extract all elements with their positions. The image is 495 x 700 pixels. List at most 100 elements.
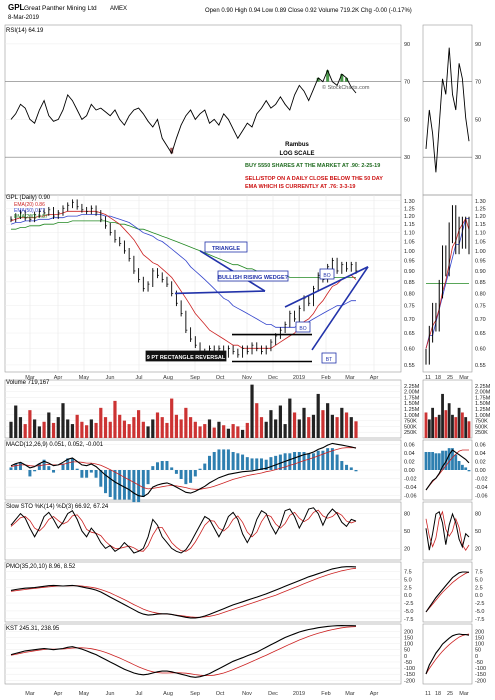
macd-histogram-bar: [94, 470, 98, 478]
macd-histogram-bar: [278, 454, 282, 470]
zoom-macd-histogram-bar: [447, 448, 451, 470]
sto-k-line-zoom: [425, 511, 470, 551]
kst-legend: KST 245.31, 238.95: [6, 626, 60, 632]
volume-bar: [61, 403, 65, 438]
volume-bar: [37, 426, 41, 438]
pmo-y-tick: 5.0: [404, 577, 412, 583]
price-zoom-y-tick: 0.90: [475, 269, 486, 275]
price-y-tick: 1.15: [404, 222, 415, 228]
volume-bar: [297, 419, 301, 438]
volume-bar: [94, 422, 98, 438]
kst-y-tick: 0: [404, 654, 407, 660]
sell-note-line2: EMA WHICH IS CURRENTLY AT .76: 3-3-19: [245, 184, 355, 190]
macd-histogram-bar: [245, 457, 249, 470]
zoom-date-label: 25: [447, 691, 453, 697]
price-zoom-y-tick: 1.15: [475, 222, 486, 228]
volume-bar: [288, 398, 292, 438]
macd-histogram-bar: [193, 470, 197, 477]
macd-histogram-bar: [70, 458, 74, 470]
price-zoom-y-tick: 1.10: [475, 231, 486, 237]
price-y-tick: 0.65: [404, 331, 415, 337]
kst-zoom-frame: [422, 623, 473, 685]
volume-bar: [188, 417, 193, 438]
volume-bar: [217, 421, 221, 438]
rsi-overbought-fill: [326, 70, 330, 82]
vol-y-tick: 2.00M: [404, 390, 420, 396]
ema200-legend: EMA(200) 0.87: [14, 214, 48, 220]
macd-signal-line: [10, 447, 356, 490]
ema200-line: [11, 220, 356, 278]
rsi-zoom-y-tick: 90: [475, 42, 481, 48]
month-tick-label: Dec: [268, 691, 278, 697]
price-zoom-y-tick: 0.55: [475, 363, 486, 369]
zoom-volume-bar: [444, 410, 448, 438]
volume-bar: [9, 421, 13, 438]
buy-note: BUY 5550 SHARES AT THE MARKET AT .90: 2-…: [245, 163, 380, 169]
zoom-macd-histogram-bar: [434, 453, 438, 470]
volume-bar: [165, 422, 169, 438]
pmo-zoom-frame: [422, 561, 473, 623]
volume-bar: [28, 410, 32, 438]
volume-bar: [66, 419, 70, 438]
kst-y-tick: -200: [404, 678, 415, 684]
volume-bar: [302, 407, 306, 438]
pmo-zoom-y-tick: 5.0: [475, 577, 483, 583]
month-tick-label: Jun: [106, 375, 115, 381]
volume-bar: [349, 417, 353, 438]
macd-histogram-bar: [250, 458, 254, 470]
price-y-tick: 0.80: [404, 291, 415, 297]
annotation-layer: Mar Mar Apr Apr May May Jun Jun Jul Jul Aug Aug Sep S…: [25, 42, 490, 697]
vol-y-tick: 750K: [404, 419, 417, 425]
rsi-overbought-fill: [345, 77, 349, 82]
macd-histogram-bar: [47, 466, 51, 470]
volume-bar: [340, 407, 344, 438]
volume-bar: [307, 417, 311, 438]
month-tick-label: Apr: [54, 375, 63, 381]
kst-line: [10, 625, 357, 678]
pmo-legend: PMO(35,20,10) 8.96, 8.52: [6, 564, 76, 570]
volume-bar: [85, 425, 89, 438]
volume-bar: [70, 424, 75, 438]
ticker-symbol: GPL: [8, 3, 25, 12]
zoom-macd-histogram-bar: [467, 470, 471, 472]
rsi-zoom-y-tick: 70: [475, 80, 481, 86]
ema20-legend: EMA(20) 0.86: [14, 202, 45, 208]
volume-bar: [259, 417, 264, 438]
volume-bar: [274, 419, 278, 438]
macd-histogram-bar: [255, 458, 259, 470]
kst-zoom-y-tick: 200: [475, 629, 484, 635]
scale-label: LOG SCALE: [279, 151, 314, 157]
pmo-y-tick: 7.5: [404, 569, 412, 575]
macd-histogram-bar: [274, 455, 278, 470]
price-y-tick: 0.75: [404, 304, 415, 310]
macd-histogram-bar: [160, 461, 164, 470]
macd-histogram-bar: [61, 463, 65, 470]
macd-histogram-bar: [75, 468, 79, 470]
volume-bar: [344, 412, 349, 438]
data-layer: [9, 47, 471, 678]
macd-zoom-y-tick: -0.04: [475, 485, 488, 491]
macd-histogram-bar: [297, 452, 301, 470]
volume-bar: [226, 428, 230, 438]
month-tick-label: Nov: [242, 375, 252, 381]
price-y-tick: 1.10: [404, 231, 415, 237]
macd-histogram-bar: [264, 459, 268, 470]
macd-histogram-bar: [340, 461, 344, 470]
macd-zoom-y-tick: 0.06: [475, 442, 486, 448]
macd-histogram-bar: [122, 470, 126, 500]
kst-zoom-y-tick: 150: [475, 635, 484, 641]
macd-histogram-bar: [108, 470, 112, 497]
price-y-tick: 1.25: [404, 206, 415, 212]
kst-zoom-y-tick: 50: [475, 648, 481, 654]
volume-bar: [321, 410, 325, 438]
volume-bar: [250, 384, 254, 438]
volume-bar: [80, 421, 84, 438]
macd-histogram-bar: [89, 470, 93, 473]
volume-bar: [269, 410, 273, 438]
volume-bar: [193, 421, 197, 438]
macd-y-tick: 0.04: [404, 451, 415, 457]
vol-zoom-y-tick: 250K: [475, 430, 488, 436]
volume-bar: [56, 417, 60, 438]
price-y-tick: 1.05: [404, 240, 415, 246]
macd-legend: MACD(12,26,9) 0.051, 0.052, -0.001: [6, 442, 104, 448]
